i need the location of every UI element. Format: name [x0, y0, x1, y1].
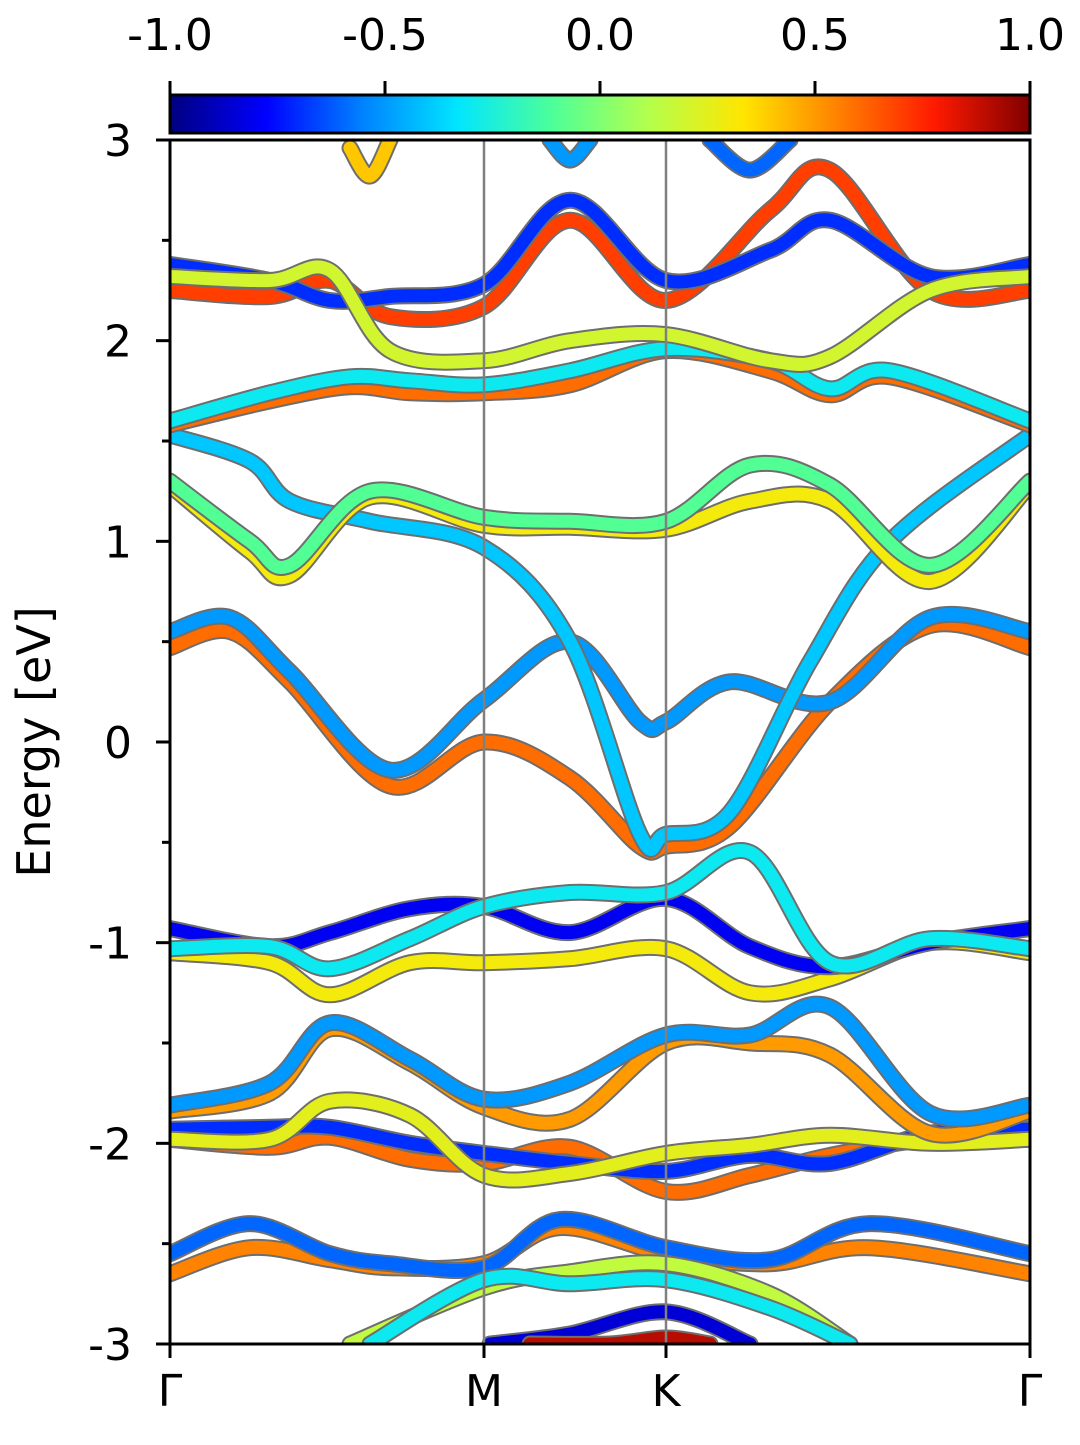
y-tick-label: 0 — [104, 718, 132, 769]
band-line — [170, 456, 1030, 574]
colorbar-tick-label: -1.0 — [127, 10, 213, 61]
band-line — [170, 193, 1030, 308]
x-tick-label: Γ — [158, 1366, 183, 1417]
y-tick-label: 3 — [104, 116, 132, 167]
band-line — [703, 140, 797, 177]
colorbar-tick-label: 1.0 — [995, 10, 1065, 61]
y-tick-label: -2 — [88, 1119, 132, 1170]
band-line — [170, 844, 1030, 976]
y-tick-label: -3 — [88, 1320, 132, 1371]
high-symmetry-lines — [482, 140, 668, 1344]
y-axis: 3 2 1 0 -1 -2 -3 — [88, 116, 170, 1371]
y-tick-label: 2 — [104, 317, 132, 368]
band-line — [170, 160, 1030, 327]
band-line — [170, 1093, 1030, 1187]
band-line — [170, 997, 1030, 1126]
band-line — [170, 1212, 1030, 1278]
band-line — [170, 607, 1030, 777]
colorbar: -1.0 -0.5 0.0 0.5 1.0 — [127, 10, 1065, 135]
bands — [170, 140, 1030, 1344]
y-axis-title: Energy [eV] — [7, 606, 61, 877]
colorbar-tick-label: 0.5 — [780, 10, 850, 61]
colorbar-tick-label: -0.5 — [342, 10, 428, 61]
band-line — [363, 1269, 857, 1344]
colorbar-tick-label: 0.0 — [565, 10, 635, 61]
band-line — [343, 140, 397, 183]
band-line — [543, 140, 597, 167]
x-tick-label: M — [465, 1366, 503, 1417]
x-tick-label: Γ — [1018, 1366, 1043, 1417]
band-line — [170, 428, 1030, 856]
x-tick-label: K — [652, 1366, 682, 1417]
band-line — [170, 260, 1030, 371]
y-tick-label: -1 — [88, 919, 132, 970]
band-line — [170, 341, 1030, 428]
y-tick-label: 1 — [104, 517, 132, 568]
band-line — [523, 1331, 717, 1344]
colorbar-gradient — [168, 93, 1032, 135]
